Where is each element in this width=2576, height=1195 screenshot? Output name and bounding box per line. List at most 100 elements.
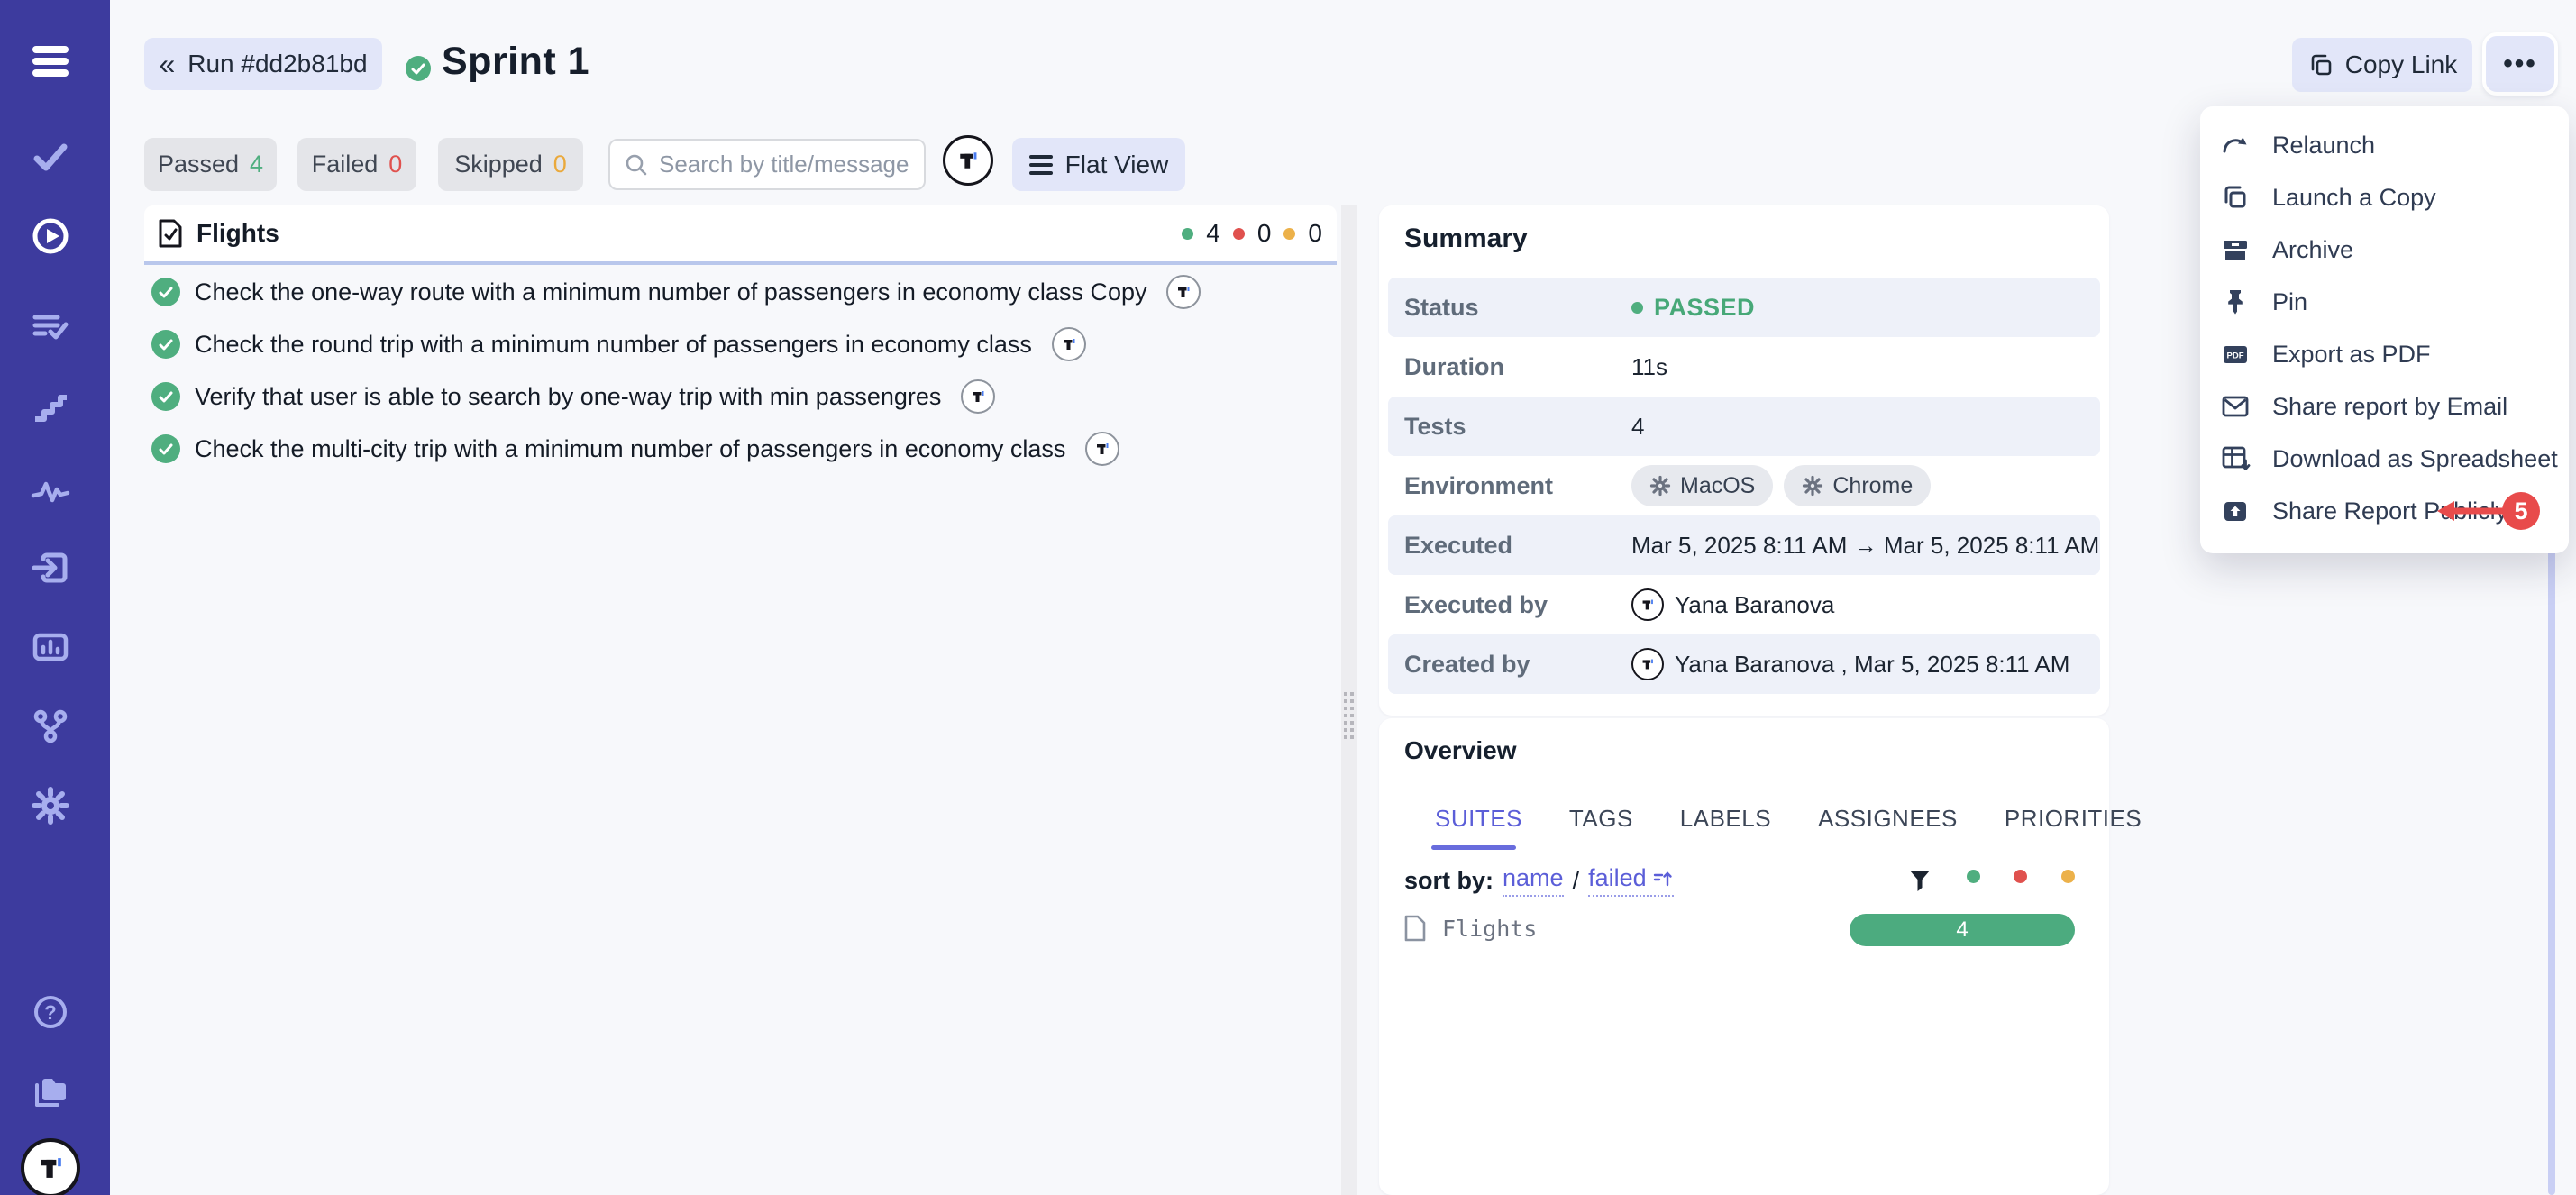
test-plans-icon[interactable] [31,306,70,346]
legend-failed-dot[interactable] [2014,870,2027,883]
menu-icon[interactable] [31,41,70,81]
panel-resize-gutter[interactable] [1341,205,1357,1195]
tab-labels[interactable]: LABELS [1679,805,1772,832]
created-by-label: Created by [1404,650,1530,678]
tab-suites[interactable]: SUITES [1435,805,1522,832]
search-box [608,139,961,190]
menu-item-label: Archive [2272,235,2354,263]
environment-chip-macos[interactable]: MacOS [1631,465,1774,506]
branch-icon[interactable] [31,707,70,746]
menu-item-label: Download as Spreadsheet [2272,444,2558,472]
filter-failed-chip[interactable]: Failed 0 [297,138,416,191]
menu-item-download-spreadsheet[interactable]: Download as Spreadsheet [2200,433,2569,485]
status-label: Status [1404,293,1479,321]
test-title: Verify that user is able to search by on… [195,382,942,410]
relaunch-icon [2220,130,2251,160]
filter-funnel-icon[interactable] [1909,870,1931,893]
pin-icon [2220,287,2251,317]
menu-item-label: Launch a Copy [2272,183,2436,211]
suite-header-flights[interactable]: Flights 4 0 0 [144,205,1337,261]
spreadsheet-icon [2220,443,2251,474]
summary-row-tests: Tests 4 [1388,397,2100,456]
overview-suite-name: Flights [1442,915,1538,942]
environment-chip-chrome[interactable]: Chrome [1784,465,1932,506]
workspace-logo-avatar[interactable] [21,1138,80,1195]
settings-gear-icon[interactable] [31,786,70,826]
suite-failed-count: 0 [1256,219,1272,247]
flat-view-toggle[interactable]: Flat View [1012,138,1185,191]
test-row[interactable]: Verify that user is able to search by on… [144,370,1337,423]
copy-icon [2307,51,2334,78]
vertical-scrollbar[interactable] [2548,108,2555,1195]
activity-pulse-icon[interactable] [31,472,70,512]
overview-suite-row[interactable]: Flights [1404,915,1537,942]
legend-skipped-dot[interactable] [2061,870,2075,883]
skipped-label: Skipped [454,151,543,178]
suite-document-icon [159,219,182,248]
environment-chip-label: MacOS [1680,472,1756,498]
test-title: Check the round trip with a minimum numb… [195,330,1032,358]
test-row[interactable]: Check the one-way route with a minimum n… [144,266,1337,318]
sign-in-icon[interactable] [31,548,70,588]
more-actions-button[interactable]: ••• [2482,32,2558,96]
sort-by-failed-link[interactable]: failed [1588,864,1674,897]
tab-assignees[interactable]: ASSIGNEES [1818,805,1958,832]
annotation-arrow [2437,492,2507,530]
help-icon[interactable]: ? [31,992,70,1032]
duration-label: Duration [1404,352,1504,380]
sort-by-name-link[interactable]: name [1503,864,1564,897]
menu-item-launch-a-copy[interactable]: Launch a Copy [2200,171,2569,223]
tab-priorities[interactable]: PRIORITIES [2004,805,2142,832]
projects-folders-icon[interactable] [31,1072,70,1112]
menu-item-archive[interactable]: Archive [2200,223,2569,276]
page-title: Sprint 1 [442,40,590,83]
legend-passed-dot[interactable] [1967,870,1980,883]
reports-chart-icon[interactable] [31,627,70,667]
suite-passed-count: 4 [1206,219,1220,247]
tests-check-icon[interactable] [31,137,70,177]
assignee-filter-avatar[interactable] [943,135,993,186]
sort-failed-label: failed [1588,864,1647,891]
failed-label: Failed [311,151,379,178]
search-input[interactable] [659,151,961,178]
run-id-label: Run #dd2b81bd [187,50,368,78]
annotation-step-badge: 5 [2502,492,2540,530]
summary-row-duration: Duration 11s [1388,337,2100,397]
run-status-check-icon [406,56,431,81]
menu-item-relaunch[interactable]: Relaunch [2200,119,2569,171]
executed-by-value: Yana Baranova [1675,590,1835,618]
filter-skipped-chip[interactable]: Skipped 0 [438,138,583,191]
summary-row-status: Status PASSED [1388,278,2100,337]
tests-value: 4 [1631,412,1645,440]
author-avatar [1166,275,1201,309]
menu-item-pin[interactable]: Pin [2200,276,2569,328]
suite-name: Flights [196,219,279,247]
failed-dot [1232,227,1245,240]
svg-text:PDF: PDF [2227,351,2244,361]
email-icon [2220,391,2251,422]
menu-item-export-pdf[interactable]: PDF Export as PDF [2200,328,2569,380]
pdf-icon: PDF [2220,339,2251,369]
runs-play-icon[interactable] [31,216,70,256]
menu-item-share-email[interactable]: Share report by Email [2200,380,2569,433]
copy-link-button[interactable]: Copy Link [2292,38,2472,92]
more-actions-menu: Relaunch Launch a Copy Archive Pin PDF E… [2200,106,2569,553]
file-icon [1404,915,1426,942]
test-row[interactable]: Check the round trip with a minimum numb… [144,318,1337,370]
summary-row-created-by: Created by Yana Baranova , Mar 5, 2025 8… [1388,634,2100,694]
sort-separator: / [1572,866,1580,894]
tab-tags[interactable]: TAGS [1568,805,1633,832]
created-by-value: Yana Baranova , Mar 5, 2025 8:11 AM [1675,650,2070,678]
milestones-steps-icon[interactable] [31,389,70,429]
sort-name-label: name [1503,864,1564,891]
suite-divider [144,261,1337,265]
filter-passed-chip[interactable]: Passed 4 [144,138,277,191]
sort-row: sort by: name / failed [1404,864,1674,897]
ellipsis-icon: ••• [2503,49,2537,78]
back-to-run-button[interactable]: « Run #dd2b81bd [144,38,382,90]
suite-skipped-count: 0 [1308,219,1322,247]
double-chevron-left-icon: « [159,48,176,80]
passed-dot [1182,227,1194,240]
panel-resize-grip[interactable] [1342,690,1356,741]
test-row[interactable]: Check the multi-city trip with a minimum… [144,423,1337,475]
